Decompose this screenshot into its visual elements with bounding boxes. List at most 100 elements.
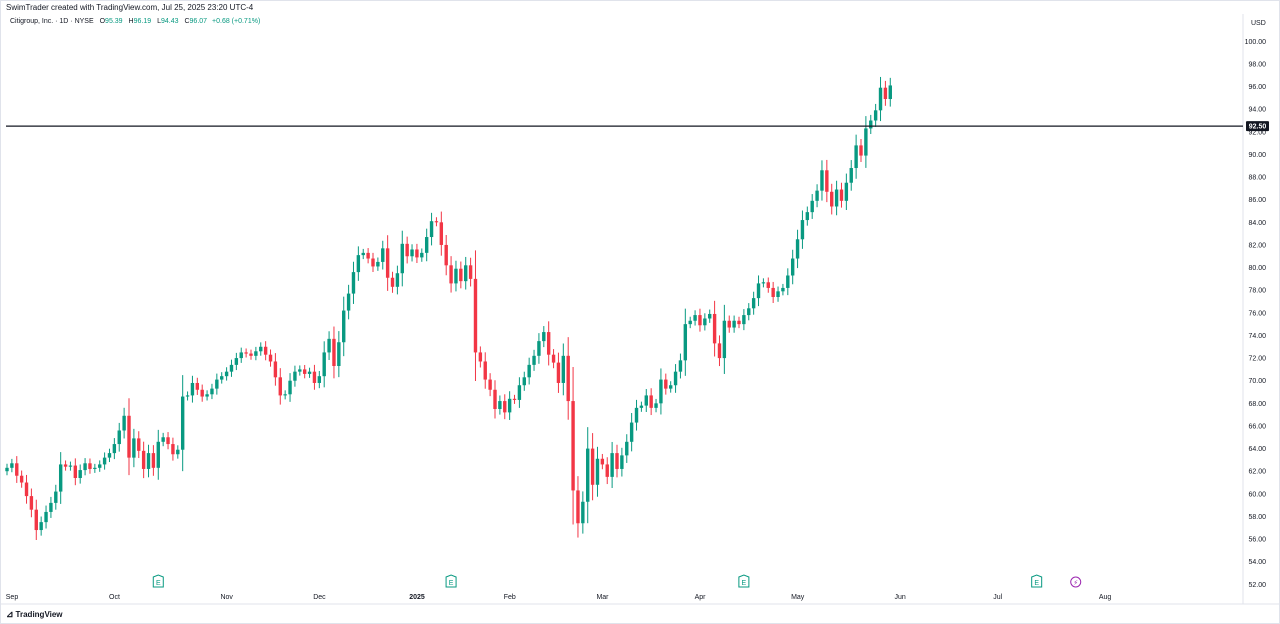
candle-up	[595, 458, 600, 485]
candle-down	[171, 444, 175, 455]
candle-up	[376, 261, 380, 267]
x-tick-label: Dec	[313, 594, 326, 601]
candle-down	[664, 379, 668, 389]
candle-up	[517, 385, 522, 400]
candle-up	[351, 272, 356, 294]
candle-down	[830, 191, 834, 207]
y-tick-label: 92.00	[1248, 129, 1266, 136]
y-tick-label: 58.00	[1248, 514, 1266, 521]
candle-up	[522, 377, 526, 386]
candle-up	[786, 275, 790, 288]
symbol-name[interactable]: Citigroup, Inc. · 1D · NYSE	[10, 18, 94, 25]
candle-up	[259, 346, 263, 352]
x-tick-label: Oct	[109, 594, 120, 601]
candle-down	[566, 355, 570, 402]
candle-up	[293, 371, 297, 381]
candle-up	[629, 422, 634, 442]
candle-up	[356, 255, 361, 273]
candle-down	[73, 465, 78, 478]
candle-up	[254, 351, 258, 356]
level-price-tag	[1246, 121, 1269, 132]
currency-label[interactable]: USD	[1251, 20, 1266, 27]
candle-down	[493, 389, 497, 409]
symbol-legend[interactable]: Citigroup, Inc. · 1D · NYSE O95.39 H96.1…	[10, 18, 260, 25]
candle-down	[600, 458, 605, 465]
candle-up	[703, 318, 707, 326]
candle-up	[722, 320, 727, 359]
candle-down	[390, 277, 395, 287]
y-tick-label: 74.00	[1248, 333, 1266, 340]
candle-down	[483, 361, 487, 380]
high-value: 96.19	[133, 18, 152, 25]
candle-up	[454, 268, 458, 284]
event-marker-label: ⚡	[1073, 579, 1078, 587]
candle-down	[546, 332, 551, 355]
candle-up	[215, 379, 219, 389]
candle-down	[24, 482, 29, 497]
candle-up	[190, 382, 195, 396]
y-tick-label: 60.00	[1248, 491, 1266, 498]
candle-up	[117, 430, 121, 445]
candle-up	[39, 522, 43, 531]
candle-down	[698, 315, 702, 326]
y-tick-label: 56.00	[1248, 537, 1266, 544]
y-tick-label: 78.00	[1248, 288, 1266, 295]
x-tick-label: Aug	[1099, 594, 1112, 601]
y-tick-label: 66.00	[1248, 423, 1266, 430]
level-price-label: 92.50	[1249, 124, 1267, 131]
candle-up	[298, 369, 302, 372]
y-tick-label: 88.00	[1248, 175, 1266, 182]
candle-down	[766, 282, 770, 288]
candle-down	[571, 401, 575, 491]
candle-up	[537, 341, 541, 356]
candle-down	[556, 362, 561, 383]
candle-down	[166, 437, 170, 445]
candle-down	[459, 268, 463, 282]
candle-up	[429, 221, 434, 238]
y-tick-label: 54.00	[1248, 559, 1266, 566]
x-tick-label: Jun	[895, 594, 906, 601]
y-tick-label: 90.00	[1248, 152, 1266, 159]
earnings-marker-label: E	[742, 580, 747, 587]
candle-up	[693, 315, 697, 321]
candle-up	[464, 265, 468, 282]
candle-up	[327, 338, 331, 353]
candle-up	[869, 120, 873, 129]
candle-down	[34, 509, 38, 531]
candle-down	[151, 453, 156, 468]
candle-up	[185, 395, 190, 397]
candle-down	[200, 389, 204, 397]
candle-up	[112, 444, 117, 454]
candle-up	[844, 182, 849, 201]
candle-up	[873, 110, 878, 121]
earnings-marker-icon	[152, 574, 164, 588]
candle-up	[98, 464, 102, 468]
y-tick-label: 82.00	[1248, 242, 1266, 249]
candle-down	[717, 343, 722, 359]
candle-up	[659, 379, 663, 404]
y-tick-label: 84.00	[1248, 220, 1266, 227]
high-label: H	[128, 18, 134, 25]
candle-up	[205, 394, 209, 397]
x-tick-label: Apr	[695, 594, 707, 601]
candle-up	[337, 342, 341, 366]
candle-up	[180, 396, 185, 450]
candle-up	[732, 320, 736, 328]
candle-down	[478, 352, 483, 362]
candle-up	[210, 388, 214, 395]
candle-up	[317, 376, 322, 383]
candle-up	[527, 364, 531, 378]
candle-down	[839, 189, 844, 201]
candle-up	[561, 355, 566, 383]
candle-up	[542, 332, 546, 342]
candle-up	[888, 85, 892, 100]
candle-up	[78, 470, 82, 478]
candle-up	[229, 364, 234, 372]
tradingview-logo[interactable]: ⊿ TradingView	[6, 609, 63, 620]
candle-up	[54, 491, 58, 503]
candle-down	[268, 354, 273, 362]
candle-down	[473, 278, 478, 353]
candle-up	[176, 449, 180, 455]
candle-down	[615, 453, 619, 469]
